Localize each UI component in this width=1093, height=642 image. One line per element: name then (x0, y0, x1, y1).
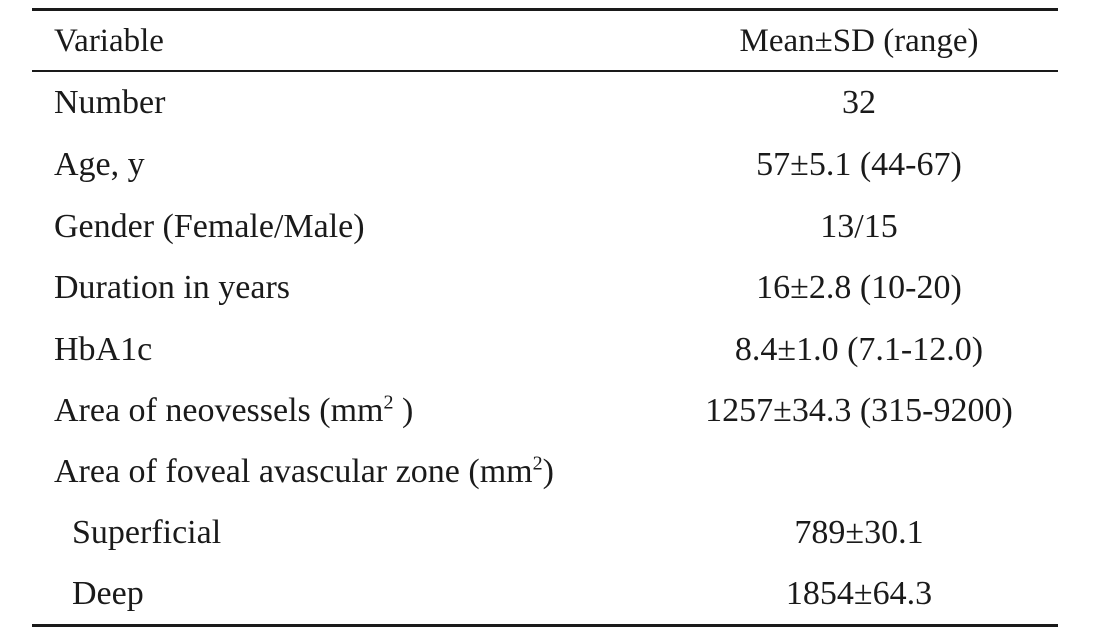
table-row: Area of foveal avascular zone (mm2) (32, 441, 1058, 503)
table-row: Age, y 57±5.1 (44-67) (32, 134, 1058, 196)
row-label: HbA1c (54, 331, 153, 368)
bottom-rule (32, 624, 1058, 627)
row-label-end: ) (393, 392, 414, 429)
row-label: Duration in years (54, 269, 291, 306)
row-label: Area of neovessels (mm2 ) (54, 392, 413, 430)
row-label: Age, y (54, 146, 145, 183)
row-label-superscript: 2 (532, 452, 543, 475)
header-rule (32, 70, 1058, 72)
table-row: Superficial 789±30.1 (32, 502, 1058, 564)
table-row: Gender (Female/Male) 13/15 (32, 196, 1058, 258)
row-value: 8.4±1.0 (7.1-12.0) (734, 331, 984, 368)
row-label-end: ) (542, 453, 554, 490)
table-row: HbA1c 8.4±1.0 (7.1-12.0) (32, 319, 1058, 381)
row-value: 32 (842, 84, 876, 121)
row-label: Superficial (72, 514, 222, 551)
row-value: 16±2.8 (10-20) (756, 269, 962, 306)
table-row: Deep 1854±64.3 (32, 563, 1058, 625)
row-label-superscript: 2 (383, 391, 394, 414)
row-value: 1854±64.3 (785, 575, 933, 612)
row-label: Number (54, 84, 166, 121)
row-value: 789±30.1 (794, 514, 924, 551)
top-rule (32, 8, 1058, 11)
row-value: 1257±34.3 (315-9200) (705, 392, 1013, 429)
row-value: 13/15 (820, 208, 898, 245)
row-label-text: Area of foveal avascular zone (mm (54, 453, 533, 490)
table-header-row: Variable Mean±SD (range) (32, 11, 1058, 73)
row-value: 57±5.1 (44-67) (756, 146, 962, 183)
table-row: Area of neovessels (mm2 ) 1257±34.3 (315… (32, 380, 1058, 442)
header-variable: Variable (54, 23, 164, 59)
row-label: Deep (72, 575, 144, 612)
table-row: Duration in years 16±2.8 (10-20) (32, 257, 1058, 319)
row-label-text: Area of neovessels (mm (54, 392, 384, 429)
header-value: Mean±SD (range) (739, 23, 979, 59)
row-label: Gender (Female/Male) (54, 208, 365, 245)
table-row: Number 32 (32, 72, 1058, 134)
row-label: Area of foveal avascular zone (mm2) (54, 453, 554, 491)
